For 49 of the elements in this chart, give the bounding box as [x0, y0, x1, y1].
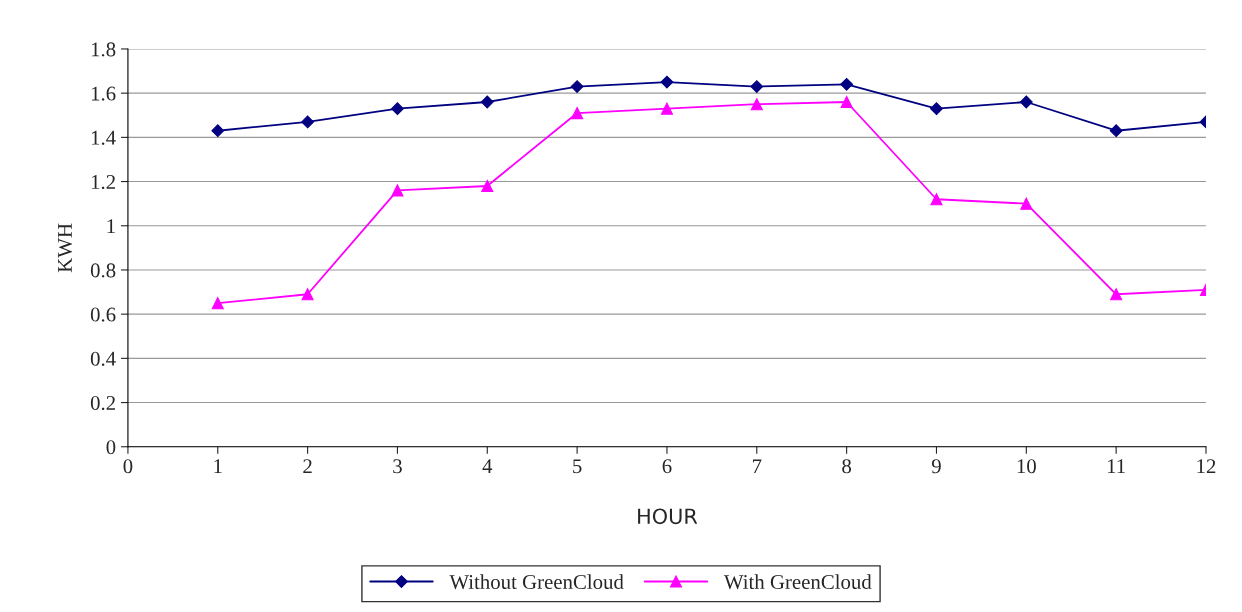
x-tick-label: 8 [842, 459, 852, 474]
y-tick-label: 0.2 [90, 395, 115, 411]
x-tick-label: 10 [1017, 459, 1036, 474]
y-tick-label: 0 [106, 440, 116, 455]
x-tick-label: 5 [573, 459, 582, 474]
y-tick-label: 0.8 [90, 263, 116, 278]
point [1110, 288, 1123, 301]
y-tick-label: 0.6 [90, 307, 116, 322]
point [301, 288, 314, 301]
y-tick-label: 1.8 [91, 42, 116, 57]
x-tick-label: 12 [1197, 459, 1216, 474]
point [660, 102, 674, 115]
y-tick-label: 1.2 [91, 174, 115, 190]
x-tick-label: 7 [752, 459, 762, 474]
x-tick-label: 1 [214, 459, 222, 474]
x-tick-label: 6 [662, 459, 672, 474]
point [750, 80, 764, 93]
x-tick-label: 11 [1107, 459, 1125, 474]
point [481, 179, 494, 193]
point [1020, 197, 1033, 210]
y-tick-label: 1.4 [91, 130, 116, 145]
x-tick-label: 2 [303, 459, 312, 474]
point [930, 102, 943, 116]
y-tick-label: 1.6 [91, 86, 116, 101]
point [840, 95, 853, 109]
point [1109, 124, 1123, 138]
x-tick-label: 4 [482, 459, 493, 474]
x-tick-label: 0 [123, 459, 133, 474]
point [750, 98, 763, 111]
point [571, 106, 584, 120]
point [570, 80, 584, 93]
point [211, 124, 225, 138]
legend-label: Without GreenCloud [449, 574, 624, 590]
point [930, 193, 943, 206]
x-axis-title: HOUR [638, 508, 698, 525]
point [391, 102, 404, 116]
point [211, 297, 224, 310]
point [840, 77, 854, 91]
x-tick-label: 3 [393, 459, 402, 474]
y-tick-label: 1 [107, 219, 115, 233]
y-tick-label: 0.4 [90, 351, 116, 366]
point [660, 75, 674, 89]
y-axis-title: KWH [58, 223, 73, 273]
legend-label: With GreenCloud [723, 574, 872, 590]
point [480, 95, 494, 109]
point [1019, 95, 1033, 109]
point [391, 184, 404, 197]
point [301, 115, 315, 129]
x-tick-label: 9 [931, 459, 941, 474]
